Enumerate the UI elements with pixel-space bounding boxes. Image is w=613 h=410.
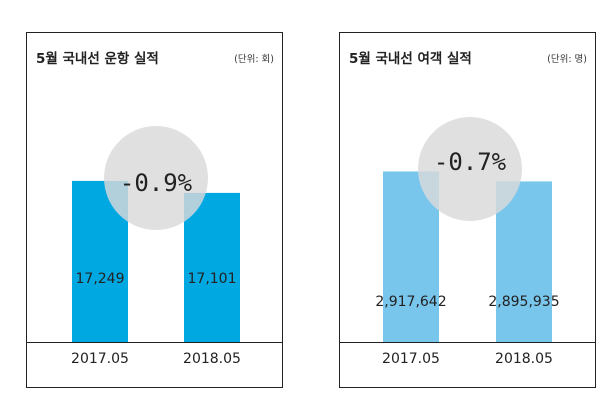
axis-divider (27, 342, 282, 343)
value-label: 17,249 (76, 271, 125, 287)
value-label: 2,895,935 (488, 294, 559, 310)
change-label: -0.7% (434, 148, 507, 176)
x-tick-label: 2017.05 (382, 351, 440, 367)
chart-panel-passengers: -0.7% 2,917,642 2,895,935 2017.05 2018.05 5월… (339, 32, 596, 388)
chart-plot: -0.9% 17,249 17,101 2017.05 2018.05 (71, 126, 241, 367)
value-label: 2,917,642 (375, 294, 446, 310)
chart-title: 5월 국내선 여객 실적 (349, 51, 472, 67)
axis-divider (340, 342, 595, 343)
value-label: 17,101 (188, 271, 237, 287)
chart-plot: -0.7% 2,917,642 2,895,935 2017.05 2018.05 (375, 117, 560, 367)
unit-label: (단위: 회) (234, 54, 274, 65)
change-circle (104, 126, 208, 230)
unit-label: (단위: 명) (547, 54, 587, 65)
x-tick-label: 2018.05 (495, 351, 553, 367)
change-circle (418, 117, 522, 221)
x-tick-label: 2018.05 (183, 351, 241, 367)
chart-title: 5월 국내선 운항 실적 (36, 51, 159, 67)
bar-2018.05 (184, 192, 240, 343)
bar-2018.05 (496, 181, 552, 343)
change-label: -0.9% (120, 169, 193, 197)
x-tick-label: 2017.05 (71, 351, 129, 367)
chart-panel-flights: -0.9% 17,249 17,101 2017.05 2018.05 5월 국내선 운… (26, 32, 283, 388)
